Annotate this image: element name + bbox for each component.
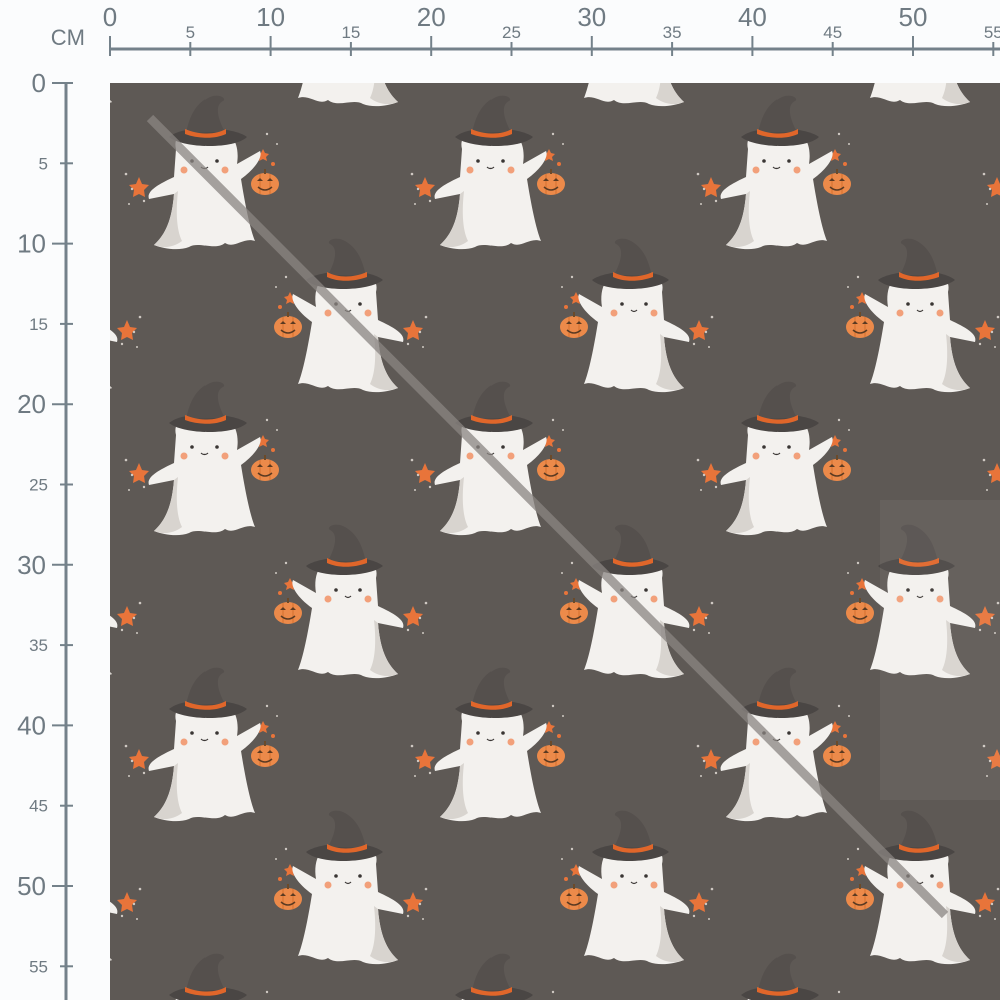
left-ruler-label: 40 [17, 710, 46, 740]
top-ruler-label: 45 [823, 23, 842, 42]
top-ruler-label: 50 [899, 2, 928, 32]
top-ruler-label: 25 [502, 23, 521, 42]
ghost-pattern [110, 83, 1000, 1000]
fabric-crease [146, 114, 949, 919]
fabric-sheen [880, 500, 1000, 800]
unit-label: CM [51, 25, 85, 50]
left-ruler-label: 15 [29, 315, 48, 334]
left-ruler-label: 20 [17, 389, 46, 419]
top-ruler-label: 15 [341, 23, 360, 42]
fabric-swatch [110, 83, 1000, 1000]
left-ruler-label: 50 [17, 871, 46, 901]
top-ruler-label: 5 [186, 23, 195, 42]
top-ruler-label: 20 [417, 2, 446, 32]
left-ruler-label: 5 [39, 154, 48, 173]
left-ruler-label: 0 [32, 68, 46, 98]
left-ruler-label: 35 [29, 636, 48, 655]
left-ruler-label: 45 [29, 797, 48, 816]
left-ruler-label: 10 [17, 229, 46, 259]
top-ruler-label: 30 [577, 2, 606, 32]
top-ruler-label: 35 [663, 23, 682, 42]
top-ruler-label: 10 [256, 2, 285, 32]
left-ruler: 0 5 10 15 20 25 30 35 40 45 50 55 [17, 68, 73, 1000]
left-ruler-label: 30 [17, 550, 46, 580]
top-ruler-label: 55 [984, 23, 1000, 42]
top-ruler-label: 40 [738, 2, 767, 32]
top-ruler-label: 0 [103, 2, 117, 32]
left-ruler-label: 55 [29, 957, 48, 976]
left-ruler-label: 25 [29, 476, 48, 495]
top-ruler: 0 5 10 15 20 25 30 35 40 45 50 55 [103, 2, 1000, 56]
